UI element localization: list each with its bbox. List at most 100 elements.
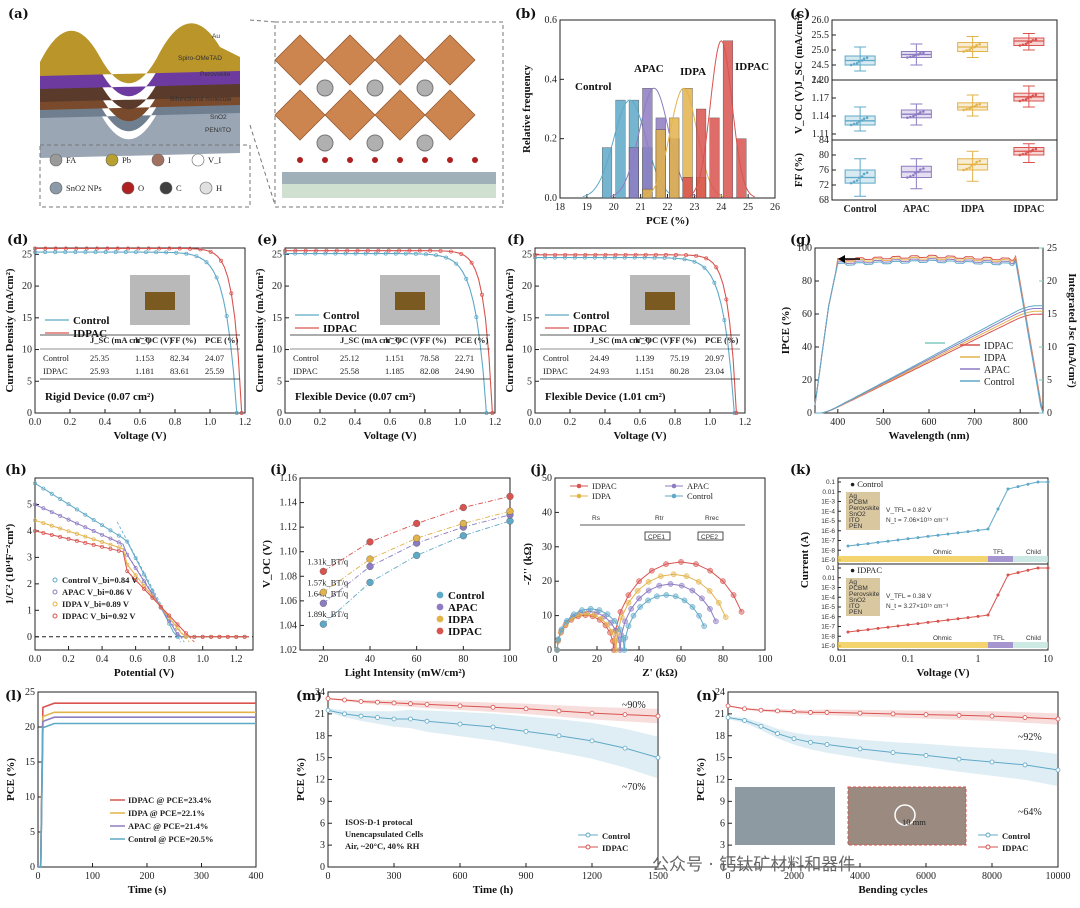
data-point-control	[459, 532, 467, 540]
ms-marker-control	[41, 486, 46, 491]
legend-label-control: Control	[448, 590, 484, 602]
nyquist-point-apac	[628, 605, 634, 612]
y-tick-label: 15	[22, 313, 32, 324]
device-photo-cell	[395, 292, 425, 310]
sclc-marker-control	[846, 544, 850, 548]
jv-marker-idpac	[283, 248, 287, 253]
jv-marker-control	[123, 250, 128, 255]
sclc-marker-control	[966, 530, 970, 534]
legend-label-control: Control	[573, 310, 609, 322]
x-tick-label: 10	[1043, 654, 1053, 665]
sclc-marker-control	[996, 507, 1000, 511]
y-tick-label: 6	[720, 818, 725, 829]
y-tick-label: 12	[315, 775, 325, 786]
protocol-note: Air, ~20°C, 40% RH	[345, 841, 420, 851]
jv-marker-idpac	[366, 248, 370, 253]
y-tick-label: 20	[542, 576, 552, 587]
legend-label-idpa: IDPA	[448, 614, 474, 626]
box-data-point	[978, 43, 981, 46]
perovskite-crystal-illustration	[274, 34, 496, 198]
legend-label-control: Control @ PCE=20.5%	[128, 834, 214, 844]
box-data-point	[860, 175, 864, 178]
table-cell: 25.35	[90, 353, 109, 363]
nyquist-point-control	[558, 626, 565, 633]
table-cell: 1.139	[635, 353, 654, 363]
data-point-idpac	[413, 519, 421, 528]
y-tick-label: 1.16	[280, 473, 298, 484]
x-tick-label: 0	[553, 654, 558, 665]
stability-marker-control	[490, 724, 496, 730]
legend-label-idpac: IDPAC	[592, 481, 617, 491]
circuit-label-rtr: Rtr	[655, 515, 665, 522]
stack-layer-label: PEN	[849, 609, 863, 616]
table-cell: 82.08	[420, 366, 439, 376]
y-tick-label: 68	[819, 195, 829, 206]
y-tick-label: 9	[720, 796, 725, 807]
x-axis-title: Voltage (V)	[916, 667, 969, 679]
stability-marker-control	[824, 742, 830, 747]
jv-marker-control	[363, 251, 368, 256]
histogram-bar-apac	[642, 88, 653, 199]
table-header-cell: V_OC (V)	[635, 335, 672, 345]
ms-marker-idpac	[91, 542, 96, 547]
nyquist-point-apac	[678, 582, 685, 589]
y-axis-title: Relative frequency	[521, 64, 533, 153]
legend-label-fa: FA	[66, 155, 77, 165]
jv-marker-idpac	[448, 249, 453, 254]
y-tick-label: 76	[819, 165, 829, 176]
table-cell: 24.90	[455, 366, 474, 376]
ms-marker-idpac	[108, 546, 113, 551]
x-tick-label: 2000	[784, 871, 804, 882]
nyquist-point-apac	[656, 582, 663, 589]
jv-curve-idpac	[285, 250, 493, 414]
circuit-label-rs: Rs	[592, 515, 601, 522]
table-cell: 24.49	[590, 353, 609, 363]
x-tick-label: 600	[922, 417, 937, 428]
y-tick-label: 5	[277, 376, 282, 387]
x-tick-label: 1.0	[196, 654, 209, 665]
ideality-label-control: 1.89k_BT/q	[307, 609, 349, 619]
x-tick-label: 60	[412, 654, 422, 665]
box-data-point	[1018, 44, 1022, 47]
nyquist-point-control	[564, 617, 570, 624]
jv-marker-control	[204, 260, 209, 265]
x-tick-label: 200	[140, 871, 155, 882]
box-data-point	[1024, 42, 1028, 46]
table-cell: 78.58	[420, 353, 439, 363]
nyquist-point-control	[622, 634, 629, 641]
ms-marker-idpa	[83, 534, 88, 539]
stability-marker-idpac	[989, 713, 995, 719]
y-tick-label: 1.14	[280, 498, 298, 509]
fit-line-idpac	[323, 495, 511, 572]
legend-label-control: Control	[323, 310, 359, 322]
y-tick-label: 1.11	[812, 129, 829, 140]
nyquist-point-idpac	[720, 578, 726, 584]
y-tick-label: 10	[22, 345, 32, 356]
box-data-point	[978, 159, 981, 163]
x-axis-title: Voltage (V)	[613, 430, 666, 442]
table-cell: 25.58	[340, 366, 359, 376]
nyquist-point-control	[587, 605, 594, 612]
ms-marker-idpac	[100, 544, 105, 549]
y-tick-label: 1.06	[280, 596, 298, 607]
nyquist-point-idpac	[678, 559, 684, 565]
legend-label-apac: APAC	[687, 481, 709, 491]
box-data-point	[857, 120, 861, 123]
y-tick-label: 0	[547, 645, 552, 656]
box-data-point	[852, 62, 856, 66]
nyquist-point-apac	[636, 595, 642, 602]
device-stack-inset	[846, 578, 880, 616]
octahedron-shape	[274, 34, 326, 86]
ideality-label-idpa: 1.57k_BT/q	[307, 577, 349, 587]
nyquist-point-apac	[689, 587, 696, 594]
ms-marker-apac	[74, 521, 79, 526]
vacancy-circle-icon	[191, 153, 205, 167]
table-cell: Control	[43, 353, 70, 363]
layer-label-au: Au	[212, 33, 220, 40]
y-tick-label: 5	[527, 376, 532, 387]
box-data-point	[1031, 148, 1035, 152]
box-data-point	[909, 175, 912, 178]
y-tick-label: 10	[272, 345, 282, 356]
nyquist-point-control	[663, 592, 670, 598]
